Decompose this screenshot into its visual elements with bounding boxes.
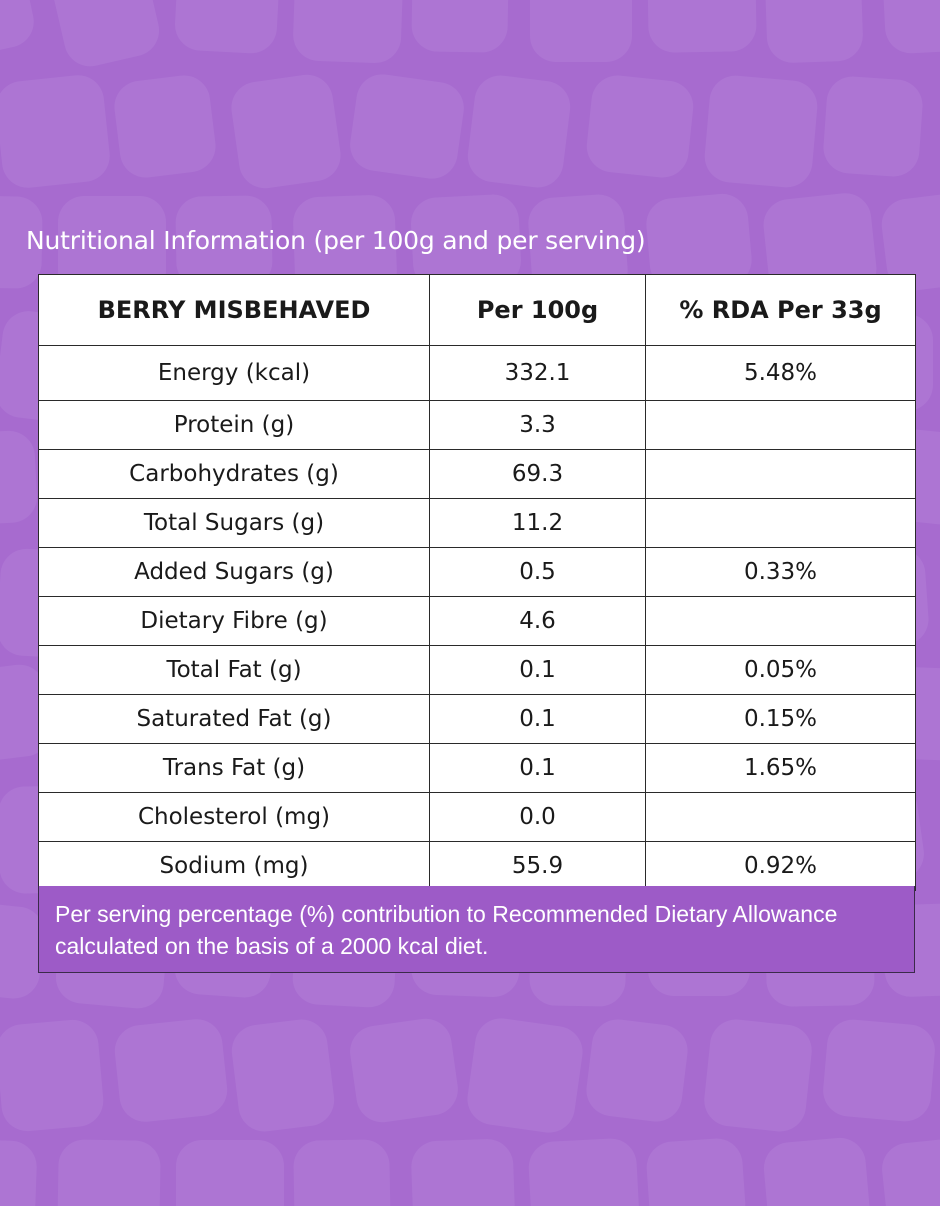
- pattern-tile: [704, 75, 818, 188]
- pattern-tile: [52, 0, 160, 67]
- pattern-tile: [410, 194, 522, 290]
- pattern-tile: [528, 194, 628, 300]
- pattern-tile: [647, 0, 757, 53]
- nutrient-name: Dietary Fibre (g): [38, 596, 430, 646]
- table-row: Total Sugars (g) 11.2: [38, 498, 916, 548]
- pattern-tile: [114, 1019, 228, 1122]
- pattern-tile: [293, 1139, 391, 1206]
- table-row: Sodium (mg) 55.9 0.92%: [38, 841, 916, 891]
- per-100g-value: 0.5: [429, 547, 646, 597]
- per-100g-value: 332.1: [429, 345, 646, 401]
- pattern-tile: [467, 1018, 583, 1133]
- pattern-tile: [0, 195, 43, 289]
- pattern-tile: [231, 1019, 335, 1132]
- pattern-tile: [763, 193, 877, 301]
- rda-value: [645, 792, 916, 842]
- pattern-tile: [0, 1139, 37, 1206]
- rda-value: [645, 449, 916, 499]
- pattern-tile: [293, 195, 397, 299]
- pattern-tile: [174, 0, 280, 54]
- per-100g-value: 0.1: [429, 694, 646, 744]
- pattern-tile: [0, 664, 51, 764]
- rda-value: 0.15%: [645, 694, 916, 744]
- page-title: Nutritional Information (per 100g and pe…: [26, 226, 646, 255]
- rda-value: [645, 596, 916, 646]
- pattern-tile: [0, 0, 34, 56]
- pattern-tile: [0, 430, 38, 526]
- pattern-tile: [881, 193, 940, 291]
- pattern-tile: [823, 1019, 935, 1122]
- per-100g-value: 11.2: [429, 498, 646, 548]
- rda-value: 5.48%: [645, 345, 916, 401]
- pattern-tile: [586, 75, 694, 178]
- pattern-tile: [114, 75, 216, 178]
- nutrient-name: Saturated Fat (g): [38, 694, 430, 744]
- column-header-rda: % RDA Per 33g: [645, 274, 916, 346]
- pattern-tile: [293, 0, 403, 63]
- nutrient-name: Trans Fat (g): [38, 743, 430, 793]
- rda-value: [645, 400, 916, 450]
- pattern-tile: [646, 193, 752, 291]
- pattern-tile: [0, 75, 110, 188]
- nutrient-name: Total Fat (g): [38, 645, 430, 695]
- rda-value: [645, 498, 916, 548]
- pattern-tile: [0, 901, 44, 999]
- table-row: Dietary Fibre (g) 4.6: [38, 596, 916, 646]
- footnote: Per serving percentage (%) contribution …: [38, 886, 915, 973]
- per-100g-value: 69.3: [429, 449, 646, 499]
- nutrient-name: Cholesterol (mg): [38, 792, 430, 842]
- table-header-row: BERRY MISBEHAVED Per 100g % RDA Per 33g: [38, 274, 916, 346]
- rda-value: 0.92%: [645, 841, 916, 891]
- pattern-tile: [646, 1138, 746, 1206]
- pattern-tile: [176, 1140, 284, 1206]
- table-row: Added Sugars (g) 0.5 0.33%: [38, 547, 916, 597]
- pattern-tile: [411, 1139, 515, 1206]
- nutrient-name: Total Sugars (g): [38, 498, 430, 548]
- nutrient-name: Carbohydrates (g): [38, 449, 430, 499]
- per-100g-value: 0.1: [429, 743, 646, 793]
- pattern-tile: [882, 1137, 940, 1206]
- pattern-tile: [350, 74, 464, 179]
- pattern-tile: [823, 76, 923, 177]
- rda-value: 1.65%: [645, 743, 916, 793]
- nutrient-name: Energy (kcal): [38, 345, 430, 401]
- nutrient-name: Added Sugars (g): [38, 547, 430, 597]
- table-row: Trans Fat (g) 0.1 1.65%: [38, 743, 916, 793]
- nutrient-name: Sodium (mg): [38, 841, 430, 891]
- per-100g-value: 55.9: [429, 841, 646, 891]
- pattern-tile: [704, 1019, 812, 1132]
- pattern-tile: [530, 0, 632, 62]
- pattern-tile: [882, 0, 940, 54]
- pattern-tile: [528, 1138, 640, 1206]
- per-100g-value: 0.0: [429, 792, 646, 842]
- table-row: Cholesterol (mg) 0.0: [38, 792, 916, 842]
- pattern-tile: [467, 75, 571, 188]
- pattern-tile: [411, 0, 509, 53]
- pattern-tile: [763, 1137, 871, 1206]
- table-row: Total Fat (g) 0.1 0.05%: [38, 645, 916, 695]
- pattern-tile: [57, 1139, 161, 1206]
- rda-value: 0.33%: [645, 547, 916, 597]
- rda-value: 0.05%: [645, 645, 916, 695]
- table-row: Carbohydrates (g) 69.3: [38, 449, 916, 499]
- pattern-tile: [350, 1018, 458, 1123]
- pattern-tile: [0, 1019, 104, 1132]
- pattern-tile: [175, 195, 273, 289]
- per-100g-value: 3.3: [429, 400, 646, 450]
- per-100g-value: 0.1: [429, 645, 646, 695]
- nutrition-table: BERRY MISBEHAVED Per 100g % RDA Per 33g …: [38, 274, 916, 891]
- table-row: Energy (kcal) 332.1 5.48%: [38, 345, 916, 401]
- per-100g-value: 4.6: [429, 596, 646, 646]
- pattern-tile: [586, 1019, 688, 1122]
- pattern-tile: [765, 0, 863, 63]
- column-header-product: BERRY MISBEHAVED: [38, 274, 430, 346]
- table-row: Saturated Fat (g) 0.1 0.15%: [38, 694, 916, 744]
- pattern-tile: [58, 196, 166, 298]
- pattern-tile: [231, 74, 341, 189]
- nutrient-name: Protein (g): [38, 400, 430, 450]
- column-header-per-100g: Per 100g: [429, 274, 646, 346]
- table-row: Protein (g) 3.3: [38, 400, 916, 450]
